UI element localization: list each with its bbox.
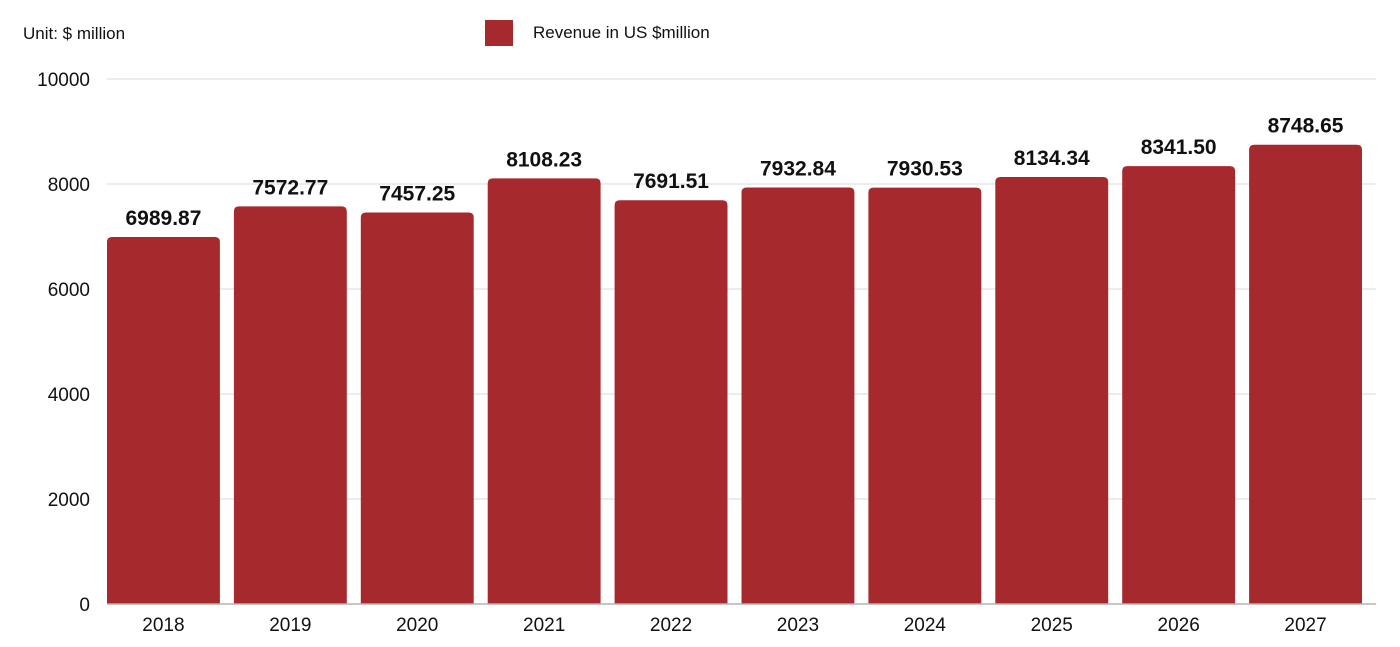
x-tick-label: 2019 [269, 615, 311, 636]
data-label: 7572.77 [252, 176, 328, 199]
data-label: 7930.53 [887, 158, 963, 181]
y-tick-label: 2000 [48, 490, 90, 511]
data-label: 7691.51 [633, 170, 709, 193]
data-label: 6989.87 [125, 207, 201, 230]
data-label: 8748.65 [1268, 115, 1344, 138]
x-tick-label: 2026 [1158, 615, 1200, 636]
data-label: 8108.23 [506, 148, 582, 171]
bar-2019 [233, 206, 347, 605]
y-tick-label: 4000 [48, 385, 90, 406]
x-tick-label: 2027 [1284, 615, 1326, 636]
bar-2022 [614, 200, 728, 604]
legend-label: Revenue in US $million [533, 23, 710, 42]
x-tick-label: 2022 [650, 615, 692, 636]
bar-2021 [487, 178, 601, 604]
x-tick-label: 2023 [777, 615, 819, 636]
bar-2025 [995, 176, 1109, 604]
bar-2027 [1249, 144, 1362, 605]
data-label: 7932.84 [760, 158, 836, 181]
x-tick-label: 2018 [142, 615, 184, 636]
bars [107, 144, 1362, 605]
bar-2024 [868, 187, 982, 605]
bar-2020 [360, 212, 474, 604]
bar-2026 [1122, 166, 1236, 605]
data-label: 8341.50 [1141, 136, 1217, 159]
data-labels: 6989.87 7572.77 7457.25 8108.23 7691.51 7932.… [125, 115, 1343, 230]
x-tick-label: 2021 [523, 615, 565, 636]
unit-label: Unit: $ million [23, 24, 126, 43]
y-tick-label: 10000 [37, 70, 90, 91]
x-tick-label: 2020 [396, 615, 438, 636]
legend-swatch [485, 20, 513, 46]
x-tick-label: 2024 [904, 615, 947, 636]
bar-2023 [741, 187, 855, 605]
data-label: 7457.25 [379, 182, 455, 205]
y-tick-label: 0 [79, 595, 90, 616]
bar-2018 [107, 237, 220, 604]
axes: 0 2000 4000 6000 8000 10000 2018 2019 2020 2021 20… [37, 70, 1376, 636]
y-tick-label: 6000 [48, 280, 90, 301]
legend: Revenue in US $million [485, 20, 710, 46]
x-tick-label: 2025 [1031, 615, 1073, 636]
y-tick-label: 8000 [48, 175, 90, 196]
data-label: 8134.34 [1014, 147, 1090, 170]
